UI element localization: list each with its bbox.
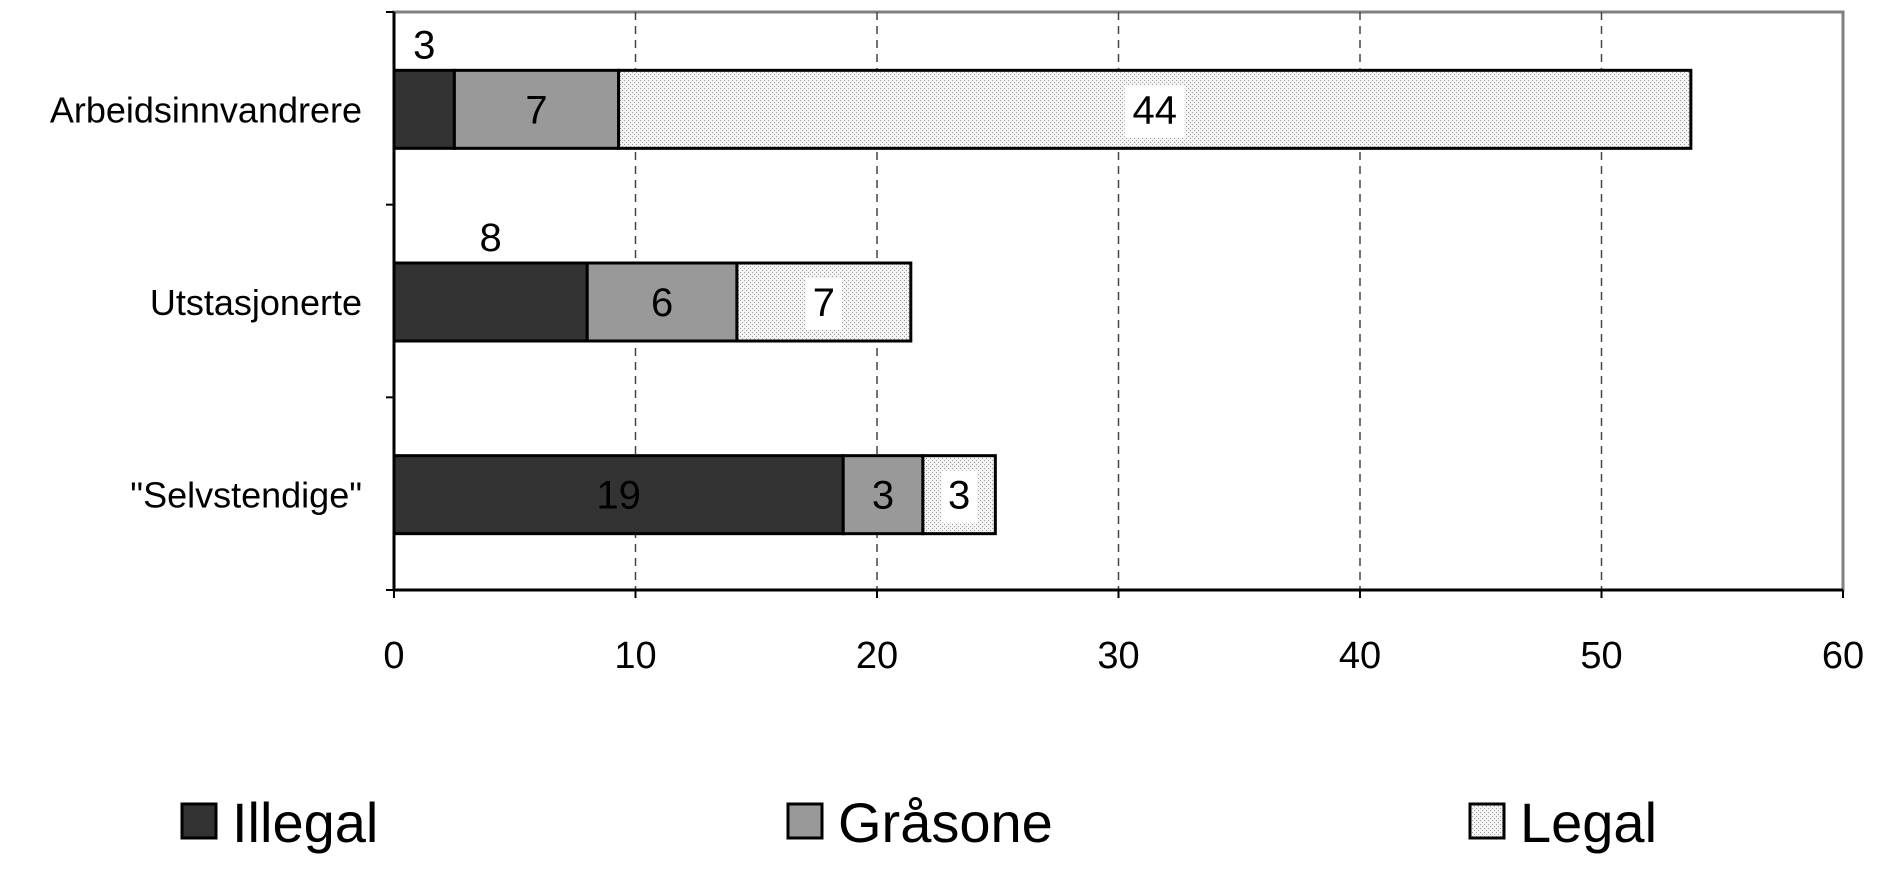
- bar-segment: [392, 454, 845, 536]
- legend-swatch: [1468, 802, 1506, 840]
- data-label: 6: [651, 281, 673, 325]
- legend-swatch: [786, 802, 824, 840]
- bar-segment: [585, 261, 739, 343]
- x-tick-label: 40: [1339, 635, 1381, 677]
- data-label: 44: [1132, 88, 1177, 132]
- legend-label: Legal: [1520, 791, 1657, 854]
- data-label-bg: [941, 470, 978, 523]
- bar-segment: [392, 68, 456, 150]
- legend-label: Illegal: [232, 791, 378, 854]
- bar-segment: [452, 68, 621, 150]
- data-label-bg: [805, 278, 842, 330]
- category-label: "Selvstendige": [130, 475, 362, 516]
- axes: 0 10 20 30 40 50 60: [383, 11, 1864, 677]
- bars: [392, 68, 1693, 536]
- data-label: 7: [525, 88, 547, 132]
- x-tick-label: 0: [383, 635, 404, 677]
- data-label: 3: [413, 23, 435, 67]
- labels: Arbeidsinnvandrere 3 7 44 Utstasjonerte 8 6 7 "S…: [50, 23, 1185, 523]
- legend-swatch: [180, 802, 218, 840]
- x-tick-label: 30: [1097, 635, 1139, 677]
- legend-label: Gråsone: [838, 791, 1053, 854]
- x-tick-label: 60: [1822, 635, 1864, 677]
- bar-segment: [392, 261, 589, 343]
- data-label: 3: [948, 474, 970, 518]
- bar-segment: [841, 454, 925, 536]
- legend: Illegal Gråsone Legal: [180, 791, 1657, 854]
- category-label: Utstasjonerte: [150, 282, 362, 323]
- data-label: 19: [596, 474, 641, 518]
- x-tick-label: 50: [1580, 635, 1622, 677]
- category-label: Arbeidsinnvandrere: [50, 89, 362, 130]
- x-tick-label: 10: [614, 635, 656, 677]
- data-label: 7: [813, 281, 835, 325]
- data-label-bg: [1124, 85, 1185, 138]
- x-tick-label: 20: [856, 635, 898, 677]
- data-label: 8: [479, 216, 501, 260]
- data-label: 3: [872, 474, 894, 518]
